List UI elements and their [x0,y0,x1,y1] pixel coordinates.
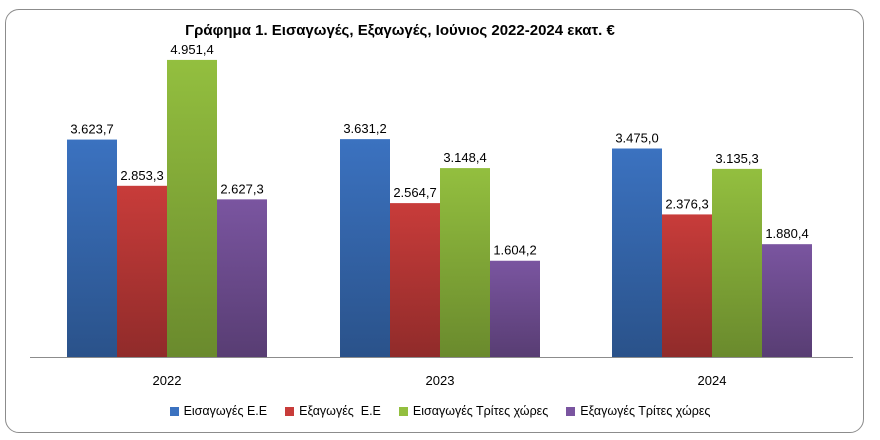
data-label: 2.376,3 [665,196,708,211]
legend-swatch [566,406,576,416]
bar [662,214,712,357]
data-label: 3.135,3 [715,151,758,166]
legend-swatch [169,406,179,416]
legend-swatch [398,406,408,416]
bar [340,139,390,357]
data-label: 1.604,2 [493,243,536,258]
bar [490,260,540,357]
data-label: 1.880,4 [765,226,808,241]
legend-item: Εισαγωγές Ε.Ε [169,404,268,418]
data-label: 2.564,7 [393,185,436,200]
data-label: 2.853,3 [120,168,163,183]
legend-label: Εξαγωγές Τρίτες χώρες [580,404,711,418]
bar [390,203,440,357]
x-tick-label: 2024 [698,373,727,388]
legend-label: Εισαγωγές Τρίτες χώρες [412,404,549,418]
data-label: 3.623,7 [70,122,113,137]
bar [762,244,812,357]
bar [712,168,762,357]
bar [167,59,217,357]
bar [217,199,267,357]
data-label: 4.951,4 [170,42,213,57]
bar [67,139,117,357]
legend-item: Εισαγωγές Τρίτες χώρες [398,404,549,418]
x-tick-label: 2023 [426,373,455,388]
legend-label: Εξαγωγές Ε.Ε [299,404,381,418]
bar [117,185,167,357]
chart-title: Γράφημα 1. Εισαγωγές, Εξαγωγές, Ιούνιος … [185,22,615,39]
data-label: 3.475,0 [615,131,658,146]
legend: Εισαγωγές Ε.Ε Εξαγωγές Ε.Ε Εισαγωγές Τρίτε… [0,404,880,418]
legend-item: Εξαγωγές Τρίτες χώρες [566,404,710,418]
legend-label: Εισαγωγές Ε.Ε [183,404,268,418]
data-label: 3.631,2 [343,121,386,136]
legend-item: Εξαγωγές Ε.Ε [285,404,381,418]
data-label: 2.627,3 [220,181,263,196]
legend-swatch [285,406,295,416]
data-label: 3.148,4 [443,150,486,165]
bar [612,148,662,357]
bar [440,168,490,357]
x-tick-label: 2022 [153,373,182,388]
